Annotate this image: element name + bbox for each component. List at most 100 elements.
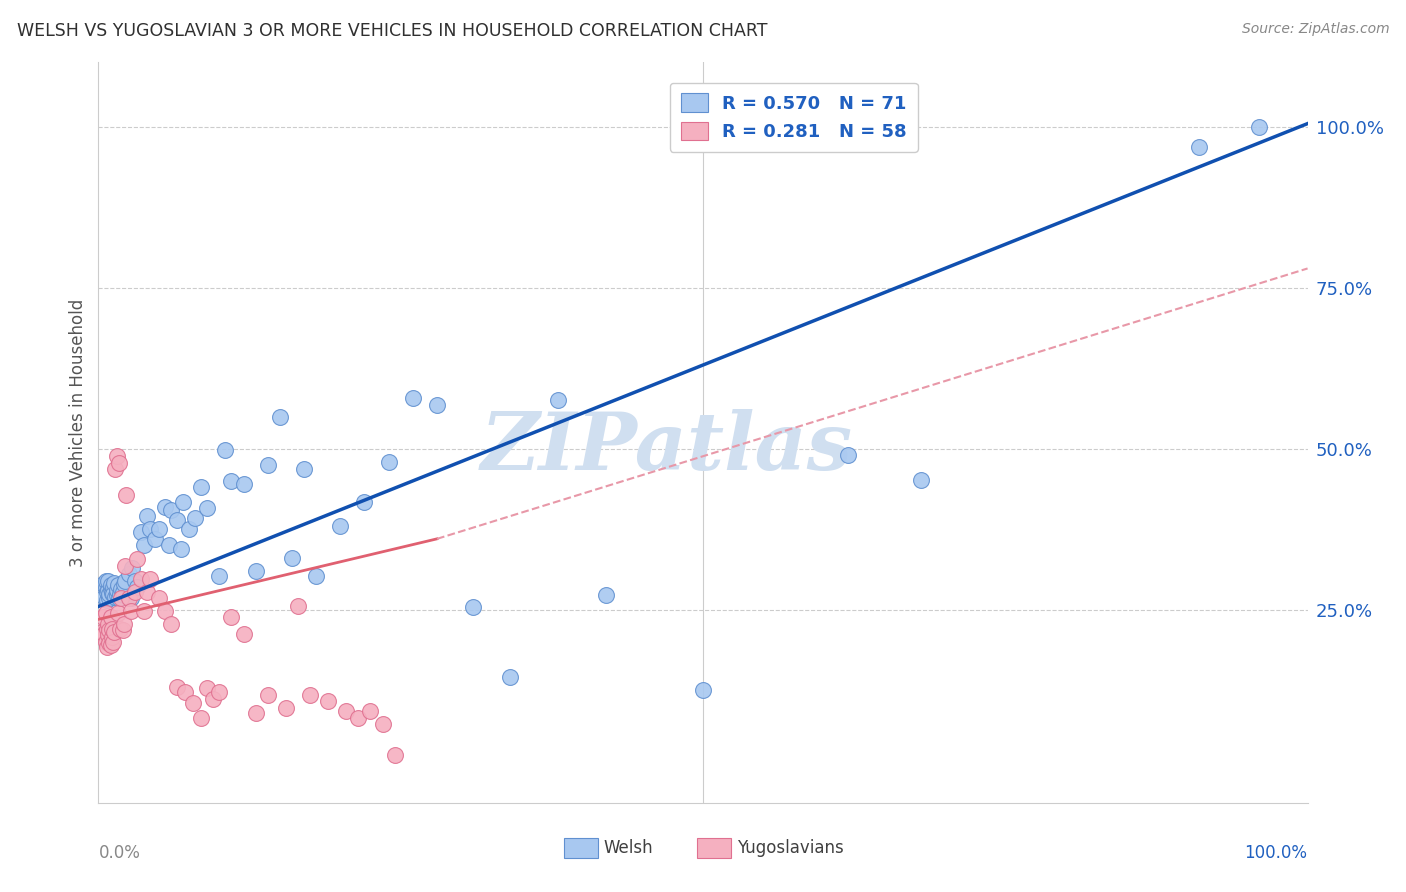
- Point: [135, 584, 157, 599]
- Point: [124, 584, 146, 599]
- Point: [107, 606, 129, 620]
- Point: [208, 685, 231, 699]
- Point: [94, 574, 117, 588]
- Point: [94, 580, 117, 594]
- Point: [98, 586, 121, 600]
- Point: [360, 705, 382, 719]
- Point: [148, 522, 170, 536]
- Point: [96, 584, 118, 599]
- Point: [97, 616, 120, 631]
- Point: [91, 625, 114, 640]
- Point: [97, 574, 120, 588]
- Point: [101, 580, 124, 594]
- Point: [118, 567, 141, 582]
- Point: [377, 454, 399, 468]
- Point: [202, 691, 225, 706]
- Point: [329, 519, 352, 533]
- Point: [124, 574, 146, 588]
- Point: [256, 458, 278, 472]
- Point: [160, 503, 183, 517]
- Point: [692, 683, 714, 698]
- Point: [93, 590, 115, 604]
- Text: 100.0%: 100.0%: [1244, 844, 1308, 862]
- Point: [153, 500, 176, 514]
- Point: [134, 538, 156, 552]
- Text: WELSH VS YUGOSLAVIAN 3 OR MORE VEHICLES IN HOUSEHOLD CORRELATION CHART: WELSH VS YUGOSLAVIAN 3 OR MORE VEHICLES …: [17, 22, 768, 40]
- Point: [292, 462, 315, 476]
- Point: [595, 589, 617, 603]
- Point: [245, 564, 267, 578]
- Bar: [564, 838, 598, 858]
- Point: [105, 583, 128, 598]
- Point: [108, 622, 131, 636]
- Point: [463, 600, 485, 615]
- Point: [115, 488, 138, 502]
- Legend: R = 0.570   N = 71, R = 0.281   N = 58: R = 0.570 N = 71, R = 0.281 N = 58: [669, 83, 918, 152]
- Point: [256, 688, 278, 702]
- Point: [96, 622, 118, 636]
- Point: [153, 604, 176, 618]
- Point: [402, 392, 425, 406]
- Point: [287, 599, 309, 614]
- Point: [1249, 120, 1271, 134]
- Text: Yugoslavians: Yugoslavians: [737, 839, 844, 857]
- Point: [245, 706, 267, 720]
- Point: [97, 628, 120, 642]
- Point: [110, 591, 132, 605]
- Point: [353, 494, 375, 508]
- Point: [112, 616, 135, 631]
- Point: [98, 624, 121, 638]
- Point: [100, 630, 122, 644]
- Point: [101, 635, 124, 649]
- Point: [96, 593, 118, 607]
- Point: [94, 606, 117, 620]
- Point: [118, 591, 141, 605]
- Point: [274, 700, 297, 714]
- Point: [111, 584, 134, 599]
- Point: [157, 538, 180, 552]
- Text: ZIPatlas: ZIPatlas: [481, 409, 853, 486]
- Point: [179, 522, 201, 536]
- Point: [103, 575, 125, 590]
- Point: [93, 627, 115, 641]
- Point: [169, 541, 191, 556]
- Point: [100, 638, 122, 652]
- Point: [139, 522, 162, 536]
- Y-axis label: 3 or more Vehicles in Household: 3 or more Vehicles in Household: [69, 299, 87, 566]
- Point: [172, 494, 194, 508]
- Point: [269, 409, 291, 424]
- Point: [103, 625, 125, 640]
- Text: Welsh: Welsh: [603, 839, 654, 857]
- Point: [190, 711, 212, 725]
- Point: [498, 670, 520, 684]
- Point: [120, 591, 142, 605]
- Point: [108, 586, 131, 600]
- Point: [174, 685, 197, 699]
- Point: [160, 616, 183, 631]
- Point: [426, 398, 449, 412]
- Point: [299, 688, 322, 702]
- Point: [134, 604, 156, 618]
- Point: [100, 578, 122, 592]
- Text: Source: ZipAtlas.com: Source: ZipAtlas.com: [1241, 22, 1389, 37]
- Point: [91, 577, 114, 591]
- Point: [347, 711, 370, 725]
- Point: [104, 590, 127, 604]
- Point: [221, 474, 243, 488]
- Point: [190, 480, 212, 494]
- Point: [121, 561, 143, 575]
- Point: [127, 580, 149, 594]
- Point: [100, 586, 122, 600]
- Point: [195, 500, 218, 515]
- Point: [100, 582, 122, 596]
- Point: [127, 552, 149, 566]
- Point: [111, 624, 134, 638]
- Point: [166, 680, 188, 694]
- Point: [105, 450, 128, 464]
- Point: [108, 591, 131, 605]
- Point: [97, 583, 120, 598]
- Point: [112, 577, 135, 591]
- Point: [221, 610, 243, 624]
- Point: [94, 635, 117, 649]
- Point: [335, 705, 357, 719]
